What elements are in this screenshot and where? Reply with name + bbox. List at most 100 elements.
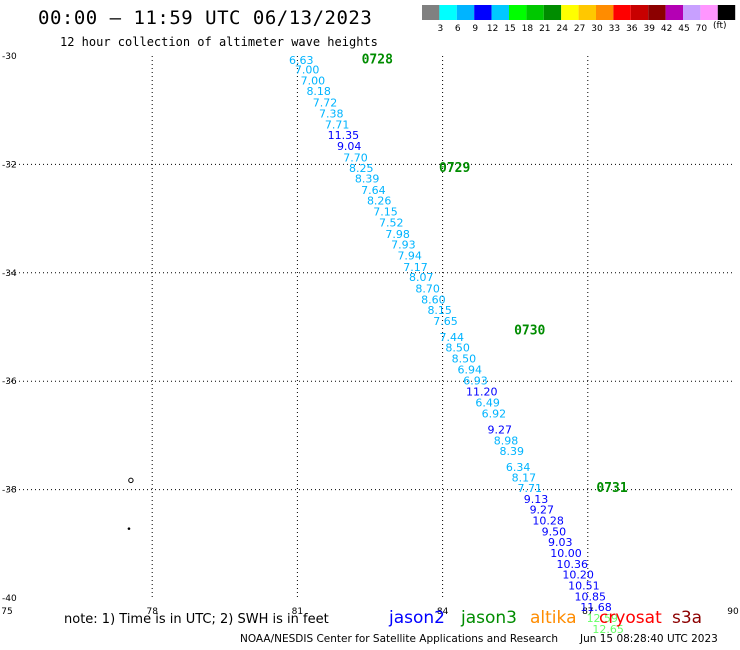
- swh-data-point: 11.68: [580, 601, 612, 614]
- time-label: 0728: [362, 53, 393, 68]
- chart-title: 00:00 – 11:59 UTC 06/13/2023: [38, 7, 373, 29]
- y-tick-label: -36: [2, 377, 17, 387]
- legend-swatch: [509, 5, 527, 20]
- swh-data-point: 6.93: [463, 375, 488, 388]
- legend-label: 36: [626, 24, 638, 34]
- swh-data-point: 7.17: [403, 261, 428, 274]
- legend-swatch: [596, 5, 614, 20]
- swh-data-point: 7.98: [385, 228, 410, 241]
- swh-data-point: 8.98: [494, 434, 519, 447]
- legend-swatch: [561, 5, 579, 20]
- swh-data-point: 7.71: [325, 118, 350, 131]
- swh-data-point: 7.52: [379, 216, 404, 229]
- legend-label: 27: [574, 24, 585, 34]
- island-marker: [128, 477, 134, 484]
- legend-swatch: [456, 5, 475, 20]
- legend-unit: (ft): [713, 21, 727, 31]
- swh-data-point: 6.34: [506, 461, 531, 474]
- legend-label: 42: [661, 24, 672, 34]
- legend-label: 30: [591, 24, 603, 34]
- swh-data-point: 8.17: [512, 472, 537, 485]
- legend-swatch: [613, 5, 631, 20]
- swh-data-point: 11.35: [328, 129, 360, 142]
- swh-data-point: 8.26: [367, 195, 392, 208]
- swh-data-point: 7.71: [517, 482, 542, 495]
- legend-swatch: [543, 5, 562, 20]
- swh-data-point: 8.70: [415, 283, 440, 296]
- satellite-s3a: s3a: [672, 608, 703, 628]
- time-label: 0729: [439, 161, 470, 176]
- legend-label: 15: [504, 24, 515, 34]
- legend-label: 6: [455, 24, 461, 34]
- legend-swatch: [422, 5, 440, 20]
- swh-data-point: 7.00: [301, 74, 326, 87]
- legend-swatch: [717, 5, 736, 20]
- legend-swatch: [439, 5, 457, 20]
- legend-label: 39: [643, 24, 655, 34]
- x-tick-label: 75: [1, 607, 12, 617]
- x-tick-label: 84: [437, 607, 449, 617]
- swh-data-point: 8.18: [306, 85, 331, 98]
- swh-data-point: 8.50: [445, 342, 470, 355]
- satellite-jason3: jason3: [461, 608, 517, 628]
- swh-data-point: 7.65: [433, 315, 458, 328]
- swh-data-point: 10.51: [568, 580, 600, 593]
- satellite-jason2: jason2: [389, 608, 445, 628]
- footer-credit: NOAA/NESDIS Center for Satellite Applica…: [240, 633, 558, 645]
- swh-data-point: 8.15: [427, 304, 452, 317]
- legend-swatch: [648, 5, 666, 20]
- legend-swatch: [578, 5, 596, 20]
- footer-note: note: 1) Time is in UTC; 2) SWH is in fe…: [64, 612, 329, 627]
- time-label: 0730: [514, 324, 545, 339]
- swh-data-point: 6.92: [482, 408, 507, 421]
- legend-label: 9: [472, 24, 478, 34]
- swh-data-point: 7.38: [319, 107, 344, 120]
- x-tick-label: 81: [292, 607, 303, 617]
- legend-swatch: [526, 5, 544, 20]
- legend-label: 33: [609, 24, 620, 34]
- legend-label: 45: [678, 24, 689, 34]
- swh-data-point: 8.07: [409, 271, 434, 284]
- swh-data-point: 9.03: [548, 536, 573, 549]
- swh-data-point: 8.39: [355, 172, 380, 185]
- swh-data-point: 6.63: [289, 54, 314, 67]
- time-label: 0731: [596, 481, 627, 496]
- swh-data-point: 9.50: [542, 525, 567, 538]
- swh-data-point: 10.20: [562, 569, 594, 582]
- y-tick-label: -34: [2, 269, 17, 279]
- swh-data-point: 9.04: [337, 140, 362, 153]
- x-tick-label: 90: [727, 607, 739, 617]
- swh-data-point: 10.28: [532, 514, 564, 527]
- legend-label: 21: [539, 24, 550, 34]
- legend-swatch: [474, 5, 492, 20]
- swh-data-point: 12.65: [592, 623, 624, 636]
- swh-data-point: 10.85: [574, 590, 606, 603]
- swh-data-point: 9.13: [524, 493, 549, 506]
- swh-data-point: 9.27: [487, 423, 512, 436]
- legend-label: 24: [556, 24, 568, 34]
- satellite-cryosat: cryosat: [599, 608, 662, 628]
- legend-swatch: [683, 5, 701, 20]
- swh-data-point: 7.72: [313, 97, 338, 110]
- swh-data-point: 7.00: [295, 64, 320, 77]
- swh-data-point: 6.94: [457, 363, 482, 376]
- legend-label: 12: [487, 24, 498, 34]
- y-tick-label: -40: [2, 594, 17, 604]
- x-tick-label: 87: [582, 607, 593, 617]
- swh-data-point: 7.15: [373, 206, 398, 219]
- legend-swatch: [630, 5, 649, 20]
- x-tick-label: 78: [146, 607, 158, 617]
- swh-data-point: 8.50: [452, 352, 477, 365]
- footer-timestamp: Jun 15 08:28:40 UTC 2023: [580, 633, 718, 645]
- legend-label: 70: [696, 24, 708, 34]
- swh-data-point: 8.60: [421, 293, 446, 306]
- swh-data-point: 10.00: [550, 547, 582, 560]
- swh-data-point: 7.94: [397, 249, 422, 262]
- swh-data-point: 11.20: [466, 385, 498, 398]
- swh-data-point: 6.49: [475, 396, 500, 409]
- swh-data-point: 9.27: [530, 504, 555, 517]
- legend-swatch: [491, 5, 509, 20]
- y-tick-label: -30: [2, 52, 17, 62]
- island-marker: [127, 527, 131, 530]
- swh-data-point: 7.64: [361, 184, 386, 197]
